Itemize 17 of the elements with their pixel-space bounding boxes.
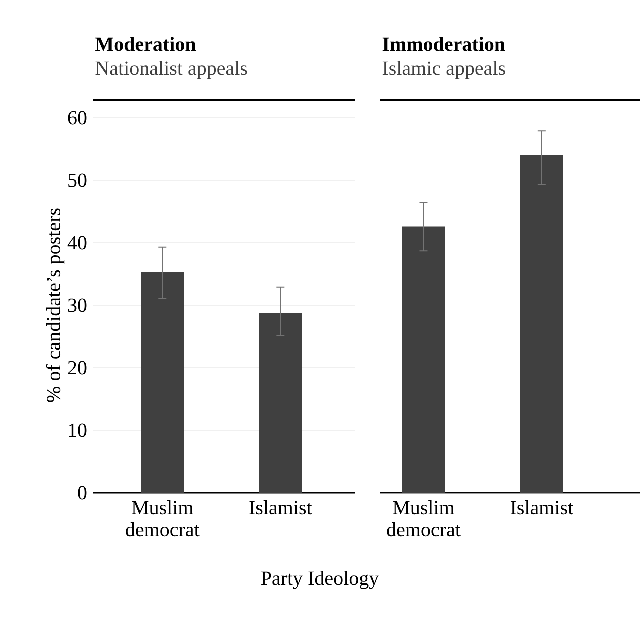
x-axis-title: Party Ideology <box>261 571 380 590</box>
chart-title: Moderation <box>96 37 196 52</box>
y-tick-label: 50 <box>68 174 87 188</box>
chart-subtitle: Islamic appeals <box>382 61 506 80</box>
y-tick-label: 10 <box>69 424 87 438</box>
x-tick-label: Islamist <box>510 500 574 515</box>
chart-title: Immoderation <box>382 37 506 52</box>
y-tick-label: 30 <box>68 298 87 312</box>
y-axis-title: % of candidate’s posters <box>46 208 65 402</box>
y-tick-label: 20 <box>68 361 87 375</box>
x-tick-label: Islamist <box>250 500 312 515</box>
x-tick-label: Muslim democrat <box>126 500 200 537</box>
x-tick-label: Muslim democrat <box>387 500 461 537</box>
y-tick-label: 40 <box>68 236 87 250</box>
chart-subtitle: Nationalist appeals <box>96 61 248 80</box>
y-tick-label: 0 <box>78 486 87 500</box>
y-tick-label: 60 <box>68 111 87 125</box>
